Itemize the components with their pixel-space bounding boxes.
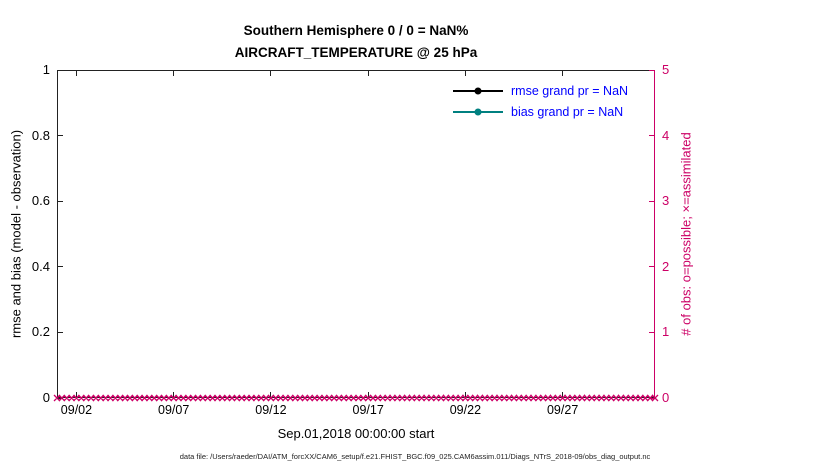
y-tick-right (649, 266, 655, 268)
y-tick-label-left: 1 (42, 62, 50, 77)
y-axis-left-spine (57, 70, 58, 398)
chart-title: Southern Hemisphere 0 / 0 = NaN% (243, 23, 469, 38)
y-axis-right-spine (654, 70, 655, 398)
y-tick-left (57, 331, 63, 333)
x-tick (367, 392, 369, 398)
y-tick-label-right: 5 (662, 62, 670, 77)
x-tick-label: 09/27 (546, 403, 579, 417)
x-tick-top (270, 70, 272, 76)
y-tick-label-right: 3 (662, 193, 670, 209)
x-tick (270, 392, 272, 398)
x-tick (75, 392, 77, 398)
y-axis-left-label: rmse and bias (model - observation) (8, 129, 24, 339)
x-tick-label: 09/07 (158, 403, 190, 417)
x-tick-top (464, 70, 466, 76)
x-tick (173, 392, 175, 398)
x-axis-label: Sep.01,2018 00:00:00 start (277, 426, 435, 441)
assimilated-obs-markers (53, 394, 659, 402)
y-tick-label-right: 0 (662, 390, 670, 405)
y-tick-label-left: 0.6 (31, 193, 50, 209)
y-tick-label-right: 1 (662, 324, 670, 340)
x-axis-spine (57, 397, 655, 398)
y-tick-label-left: 0.8 (31, 127, 50, 143)
y-tick-label-left: 0.2 (31, 324, 50, 340)
x-tick-label: 09/17 (352, 403, 384, 417)
x-tick-top (367, 70, 369, 76)
y-tick-left (57, 69, 63, 71)
plot-border-top (57, 70, 655, 71)
x-tick-label: 09/22 (449, 403, 482, 417)
legend-label-bias: bias grand pr = NaN (511, 104, 624, 119)
data-file-caption: data file: /Users/raeder/DAI/ATM_forcXX/… (179, 452, 651, 461)
legend-item-rmse: rmse grand pr = NaN (453, 80, 628, 101)
y-tick-label-left: 0.4 (31, 258, 50, 274)
chart-subtitle: AIRCRAFT_TEMPERATURE @ 25 hPa (234, 45, 478, 60)
y-tick-right (649, 135, 655, 137)
plot-area: rmse grand pr = NaN bias grand pr = NaN (53, 69, 659, 402)
y-tick-right (649, 331, 655, 333)
y-tick-right (649, 69, 655, 71)
y-tick-label-left: 0 (42, 390, 50, 405)
legend-label-rmse: rmse grand pr = NaN (511, 83, 629, 98)
x-tick-label: 09/02 (60, 403, 93, 417)
y-tick-left (57, 200, 63, 202)
x-tick (562, 392, 564, 398)
rmse-line-marker (453, 86, 503, 95)
bias-dot-marker-icon (474, 108, 482, 115)
y-tick-left (57, 266, 63, 268)
x-marker-path (53, 394, 659, 402)
legend-item-bias: bias grand pr = NaN (453, 101, 628, 122)
x-tick-top (562, 70, 564, 76)
y-axis-right-label: # of obs: o=possible; ×=assimilated (678, 132, 694, 336)
x-tick-top (75, 70, 77, 76)
x-tick-top (173, 70, 175, 76)
y-tick-left (57, 397, 63, 399)
y-tick-right (649, 397, 655, 399)
y-tick-right (649, 200, 655, 202)
bias-line-marker (453, 107, 503, 116)
y-tick-label-right: 4 (662, 127, 670, 143)
legend: rmse grand pr = NaN bias grand pr = NaN (453, 80, 628, 122)
x-tick (464, 392, 466, 398)
y-tick-label-right: 2 (662, 258, 670, 274)
y-tick-left (57, 135, 63, 137)
rmse-dot-marker-icon (474, 87, 482, 94)
x-tick-label: 09/12 (255, 403, 287, 417)
